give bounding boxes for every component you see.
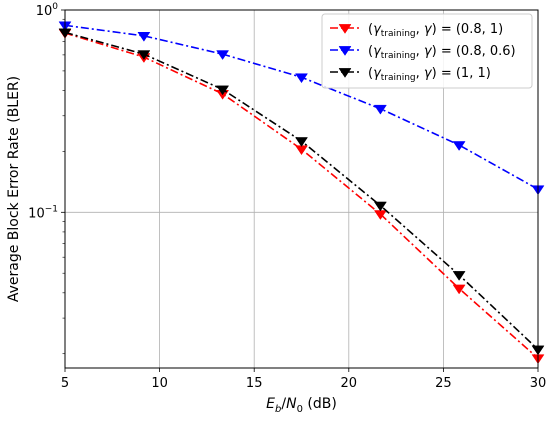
data-point xyxy=(295,145,308,156)
legend-label: (γtraining, γ) = (0.8, 0.6) xyxy=(368,44,516,61)
data-point xyxy=(295,73,308,84)
series-layer xyxy=(58,21,545,365)
legend-marker xyxy=(338,68,352,78)
data-point xyxy=(137,32,151,42)
x-tick-label: 15 xyxy=(246,376,263,391)
y-tick-label: 10−1 xyxy=(28,204,58,221)
x-tick-label: 10 xyxy=(151,376,168,391)
data-point xyxy=(216,85,230,96)
ticks: 5 10 15 20 25 30 100 10−1 xyxy=(28,2,546,391)
x-axis-label: Eb/N0 (dB) xyxy=(266,396,337,415)
data-point xyxy=(216,50,230,61)
legend-label: (γtraining, γ) = (1, 1) xyxy=(368,66,491,83)
data-point xyxy=(295,137,308,147)
y-axis-label: Average Block Error Rate (BLER) xyxy=(6,76,22,302)
x-tick-label: 5 xyxy=(61,376,69,391)
x-tick-label: 30 xyxy=(530,376,547,391)
legend: (γtraining, γ) = (0.8, 1) (γtraining, γ) … xyxy=(321,13,533,89)
legend-entry: (γtraining, γ) = (0.8, 1) xyxy=(330,22,503,39)
legend-entry: (γtraining, γ) = (0.8, 0.6) xyxy=(330,44,516,61)
legend-marker xyxy=(338,46,352,56)
legend-box xyxy=(321,13,533,89)
legend-label: (γtraining, γ) = (0.8, 1) xyxy=(368,22,503,39)
plot-frame xyxy=(64,9,539,369)
data-point xyxy=(373,104,387,115)
legend-entry: (γtraining, γ) = (1, 1) xyxy=(330,66,491,83)
data-point xyxy=(452,141,466,151)
x-tick-label: 25 xyxy=(435,376,452,391)
y-tick-label: 100 xyxy=(36,2,59,19)
data-point xyxy=(137,50,151,61)
series-2 xyxy=(58,28,545,356)
data-point xyxy=(452,284,466,295)
legend-marker xyxy=(338,24,352,34)
x-tick-label: 20 xyxy=(341,376,358,391)
data-point xyxy=(452,271,466,281)
data-point xyxy=(373,201,387,212)
